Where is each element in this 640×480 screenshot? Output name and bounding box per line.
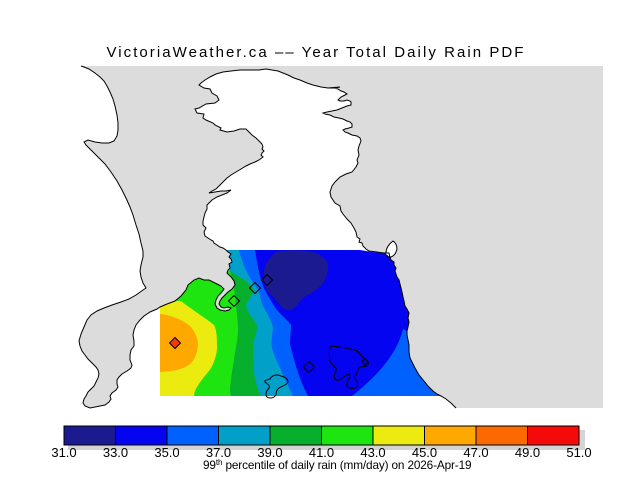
svg-text:37.0: 37.0 [206, 445, 231, 460]
svg-text:VictoriaWeather.ca –– Year Tot: VictoriaWeather.ca –– Year Total Daily R… [106, 44, 525, 61]
svg-text:35.0: 35.0 [154, 445, 179, 460]
svg-text:39.0: 39.0 [257, 445, 282, 460]
svg-text:49.0: 49.0 [515, 445, 540, 460]
svg-text:45.0: 45.0 [412, 445, 437, 460]
svg-text:31.0: 31.0 [51, 445, 76, 460]
svg-text:47.0: 47.0 [463, 445, 488, 460]
svg-text:41.0: 41.0 [309, 445, 334, 460]
svg-text:33.0: 33.0 [103, 445, 128, 460]
svg-text:43.0: 43.0 [360, 445, 385, 460]
svg-text:51.0: 51.0 [566, 445, 591, 460]
svg-text:99th percentile of daily rain: 99th percentile of daily rain (mm/day) o… [203, 458, 471, 472]
